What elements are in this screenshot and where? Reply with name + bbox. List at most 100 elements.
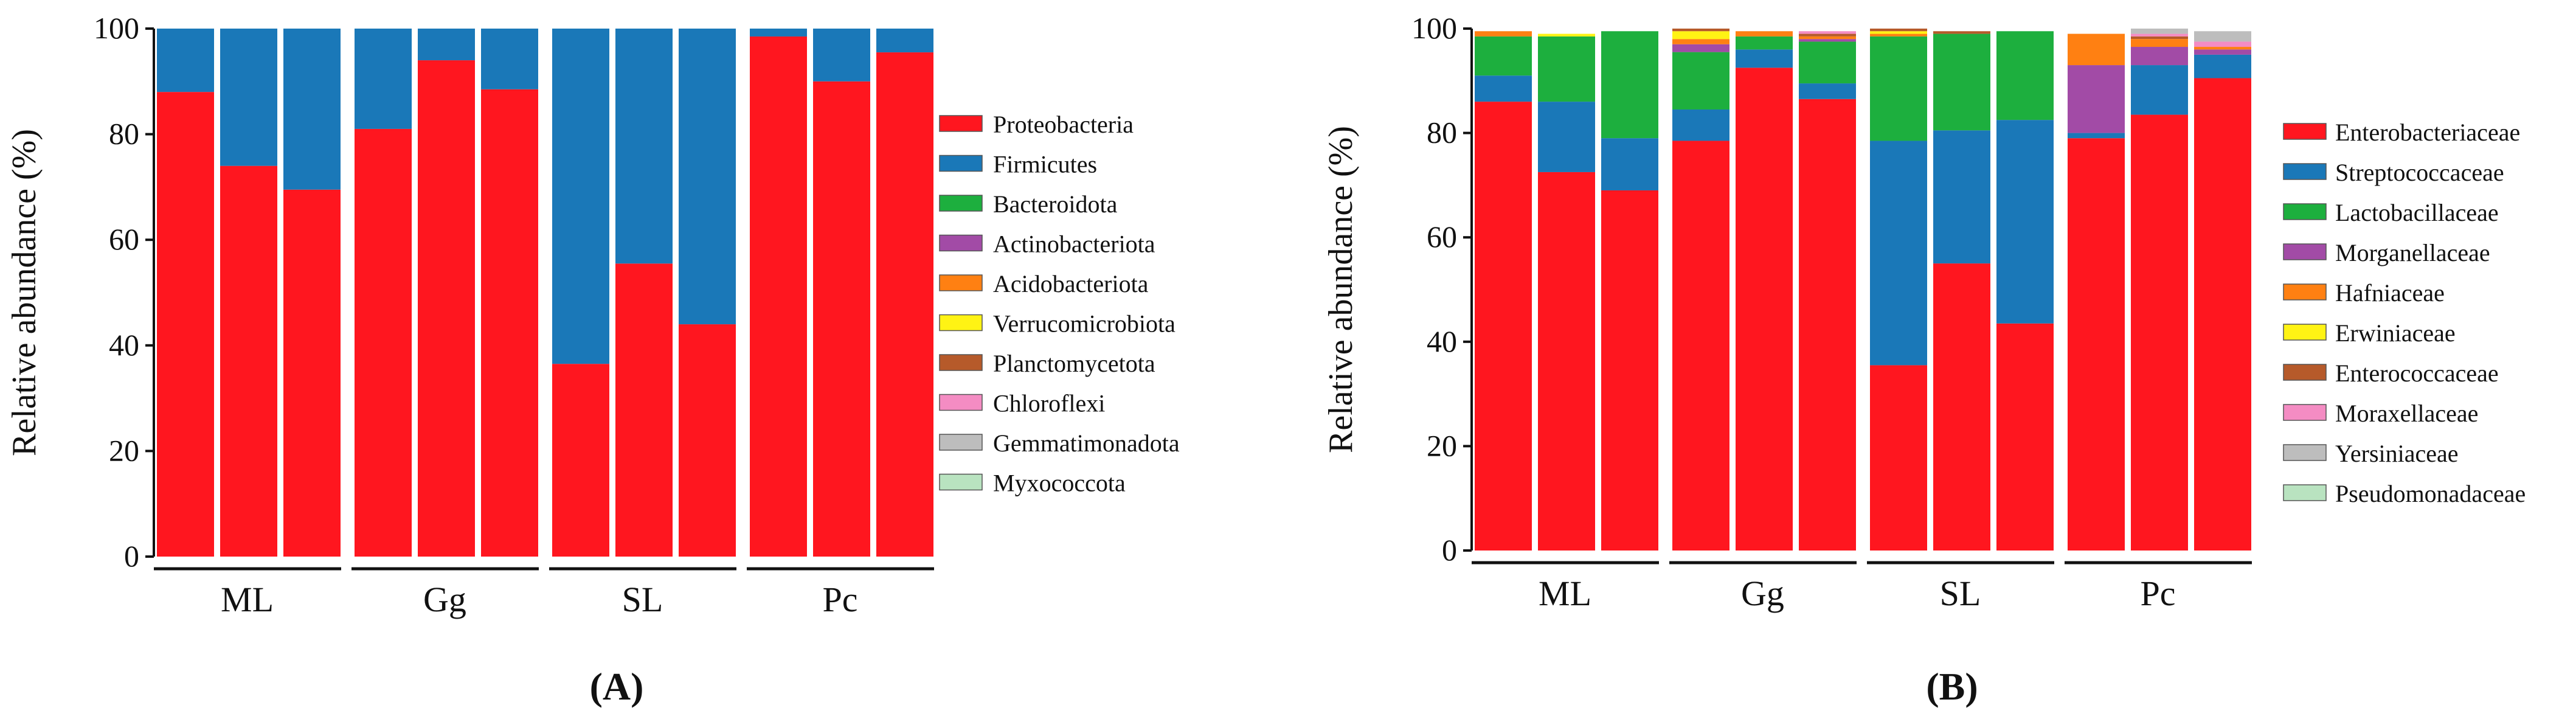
bar-segment-enterococcaceae xyxy=(1933,31,1990,34)
y-tick-label: 40 xyxy=(109,328,139,362)
bar-stack xyxy=(615,29,673,557)
bar-segment-enterobacteriaceae xyxy=(1672,141,1729,551)
legend-label-erwiniaceae: Erwiniaceae xyxy=(2335,319,2456,347)
legend-swatch-chloroflexi xyxy=(939,394,983,411)
bar-stack xyxy=(1933,31,1990,551)
bar-segment-lactobacillaceae xyxy=(1799,41,1856,84)
bar-segment-firmicutes xyxy=(283,29,341,190)
bar-segment-firmicutes xyxy=(220,29,277,166)
bar-stack xyxy=(418,29,475,557)
legend-swatch-hafniaceae xyxy=(2283,283,2327,300)
bar-segment-streptococcaceae xyxy=(1799,83,1856,99)
y-axis-title: Relative abundance (%) xyxy=(5,129,43,456)
bar-segment-firmicutes xyxy=(355,29,412,129)
bar-stack xyxy=(1799,31,1856,551)
bar-segment-lactobacillaceae xyxy=(1870,36,1927,141)
legend-swatch-enterobacteriaceae xyxy=(2283,123,2327,140)
legend-label-gemmatimonadota: Gemmatimonadota xyxy=(993,429,1180,457)
bar-segment-lactobacillaceae xyxy=(1736,36,1793,50)
bar-segment-enterobacteriaceae xyxy=(1475,102,1532,551)
bar-stack xyxy=(355,29,412,557)
bar-segment-morganellaceae xyxy=(1799,39,1856,42)
bar-stack xyxy=(2068,33,2125,551)
bar-segment-streptococcaceae xyxy=(2194,54,2251,78)
bar-segment-firmicutes xyxy=(679,29,736,325)
bar-segment-firmicutes xyxy=(481,29,538,89)
legend-swatch-acidobacteriota xyxy=(939,274,983,291)
bar-stack xyxy=(1475,31,1532,551)
bar-segment-lactobacillaceae xyxy=(1601,31,1658,139)
bar-segment-lactobacillaceae xyxy=(1933,33,1990,131)
bar-segment-proteobacteria xyxy=(220,165,277,557)
legend-label-bacteroidota: Bacteroidota xyxy=(993,190,1118,218)
bar-stack xyxy=(1996,31,2054,551)
bar-segment-morganellaceae xyxy=(1672,44,1729,52)
legend-swatch-lactobacillaceae xyxy=(2283,203,2327,220)
bar-segment-enterococcaceae xyxy=(1799,33,1856,36)
legend-swatch-erwiniaceae xyxy=(2283,324,2327,341)
bar-segment-firmicutes xyxy=(157,29,214,92)
bar-segment-enterococcaceae xyxy=(1672,29,1729,32)
bar-stack xyxy=(1538,33,1595,551)
legend-label-pseudomonadaceae: Pseudomonadaceae xyxy=(2335,480,2526,507)
bar-stack xyxy=(481,29,538,557)
bar-segment-proteobacteria xyxy=(157,92,214,557)
legend: Enterobacteriaceae Streptococcaceae Lactob… xyxy=(2283,119,2526,507)
bar-segment-streptococcaceae xyxy=(1736,49,1793,68)
bar-segment-moraxellaceae xyxy=(1799,31,1856,34)
bar-segment-proteobacteria xyxy=(481,89,538,557)
bar-segment-hafniaceae xyxy=(1799,36,1856,40)
group-label-pc: Pc xyxy=(2141,574,2176,613)
bar-stack xyxy=(552,29,609,557)
y-tick-label: 80 xyxy=(1427,116,1457,150)
bar-segment-streptococcaceae xyxy=(2068,133,2125,139)
bar-segment-streptococcaceae xyxy=(1672,109,1729,141)
legend-label-lactobacillaceae: Lactobacillaceae xyxy=(2335,199,2499,226)
y-tick-label: 100 xyxy=(94,11,139,45)
bar-segment-morganellaceae xyxy=(2131,47,2188,66)
bar-stack xyxy=(2194,31,2251,551)
panel-label-a: (A) xyxy=(590,665,644,708)
bar-segment-firmicutes xyxy=(876,29,933,53)
legend-label-firmicutes: Firmicutes xyxy=(993,151,1097,178)
bar-segment-streptococcaceae xyxy=(1870,141,1927,366)
bar-segment-hafniaceae xyxy=(2194,47,2251,50)
bar-segment-moraxellaceae xyxy=(2194,41,2251,47)
bar-segment-enterobacteriaceae xyxy=(1870,365,1927,551)
panel-label-b: (B) xyxy=(1926,665,1978,708)
bar-stack xyxy=(157,29,214,557)
y-tick-label: 0 xyxy=(124,539,139,573)
bar-segment-enterobacteriaceae xyxy=(2131,114,2188,551)
bar-segment-yersiniaceae xyxy=(2131,29,2188,34)
bar-segment-proteobacteria xyxy=(615,263,673,557)
bar-segment-streptococcaceae xyxy=(1933,130,1990,264)
bar-segment-firmicutes xyxy=(813,29,870,82)
bar-stack xyxy=(876,29,933,557)
bar-segment-proteobacteria xyxy=(418,60,475,557)
bar-segment-streptococcaceae xyxy=(2131,65,2188,115)
legend-swatch-moraxellaceae xyxy=(2283,404,2327,421)
bar-segment-proteobacteria xyxy=(876,52,933,557)
y-tick-label: 100 xyxy=(1411,11,1457,45)
bar-segment-hafniaceae xyxy=(2068,33,2125,66)
legend-label-yersiniaceae: Yersiniaceae xyxy=(2335,440,2459,467)
bar-segment-proteobacteria xyxy=(813,81,870,557)
legend-swatch-morganellaceae xyxy=(2283,243,2327,260)
bar-segment-streptococcaceae xyxy=(1996,120,2054,324)
legend-swatch-pseudomonadaceae xyxy=(2283,484,2327,501)
legend-swatch-enterococcaceae xyxy=(2283,364,2327,381)
legend-label-moraxellaceae: Moraxellaceae xyxy=(2335,400,2478,427)
bar-segment-morganellaceae xyxy=(2068,65,2125,133)
legend-swatch-bacteroidota xyxy=(939,195,983,212)
bar-stack xyxy=(679,29,736,557)
panel-b: 0 20 40 60 80 100 Relative abundance (%) ML Gg SL… xyxy=(1322,11,2526,708)
bar-segment-hafniaceae xyxy=(2131,39,2188,47)
bar-segment-lactobacillaceae xyxy=(1672,52,1729,109)
bar-segment-erwiniaceae xyxy=(1870,31,1927,34)
y-tick-label: 60 xyxy=(109,222,139,256)
bar-segment-streptococcaceae xyxy=(1601,138,1658,190)
group-label-gg: Gg xyxy=(423,580,466,619)
bar-segment-proteobacteria xyxy=(679,324,736,557)
legend-label-acidobacteriota: Acidobacteriota xyxy=(993,270,1149,297)
